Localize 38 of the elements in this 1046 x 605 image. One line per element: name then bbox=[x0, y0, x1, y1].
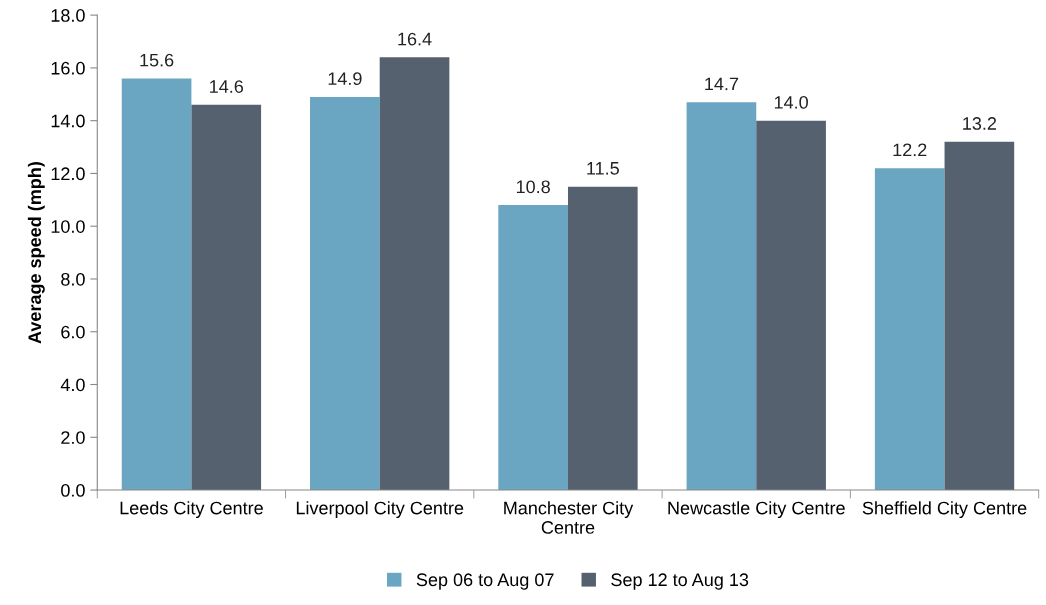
bar bbox=[756, 120, 826, 491]
legend-label: Sep 12 to Aug 13 bbox=[611, 573, 749, 590]
y-tick-label: 14.0 bbox=[51, 114, 85, 128]
y-tick-label: 2.0 bbox=[61, 431, 85, 444]
x-tick-label: Leeds City Centre bbox=[120, 501, 263, 518]
bar bbox=[191, 104, 262, 491]
bar bbox=[874, 168, 945, 491]
data-label: 14.6 bbox=[210, 80, 244, 93]
y-tick-label: 12.0 bbox=[51, 167, 85, 181]
data-label: 16.4 bbox=[398, 32, 432, 46]
data-label: 15.6 bbox=[140, 53, 174, 67]
bar bbox=[498, 205, 568, 491]
data-label: 12.2 bbox=[893, 143, 927, 157]
data-label: 14.7 bbox=[705, 77, 739, 91]
y-tick-label: 8.0 bbox=[61, 272, 85, 286]
x-tick-label: Manchester City Centre bbox=[504, 501, 634, 534]
data-label: 14.9 bbox=[328, 72, 362, 86]
x-tick-label: Sheffield City Centre bbox=[862, 501, 1027, 518]
y-tick-label: 4.0 bbox=[60, 378, 85, 392]
y-tick-label: 6.0 bbox=[61, 325, 85, 339]
y-tick-label: 18.0 bbox=[51, 9, 85, 22]
bar bbox=[567, 186, 638, 491]
x-tick-label: Liverpool City Centre bbox=[296, 501, 464, 518]
y-axis-title: Average speed (mph) bbox=[27, 162, 45, 344]
y-tick-label: 0.0 bbox=[61, 483, 85, 497]
bar bbox=[310, 96, 380, 491]
legend-label: Sep 06 to Aug 07 bbox=[416, 573, 554, 590]
bar bbox=[121, 78, 192, 491]
y-tick-label: 16.0 bbox=[51, 61, 85, 75]
bar bbox=[944, 141, 1015, 491]
data-label: 11.5 bbox=[587, 162, 619, 175]
data-label: 10.8 bbox=[516, 180, 550, 194]
y-tick-label: 10.0 bbox=[51, 220, 85, 233]
data-label: 13.2 bbox=[963, 117, 997, 130]
bar bbox=[686, 102, 757, 491]
data-label: 14.0 bbox=[774, 95, 808, 109]
x-tick-label: Newcastle City Centre bbox=[668, 501, 845, 518]
bar bbox=[379, 57, 450, 491]
